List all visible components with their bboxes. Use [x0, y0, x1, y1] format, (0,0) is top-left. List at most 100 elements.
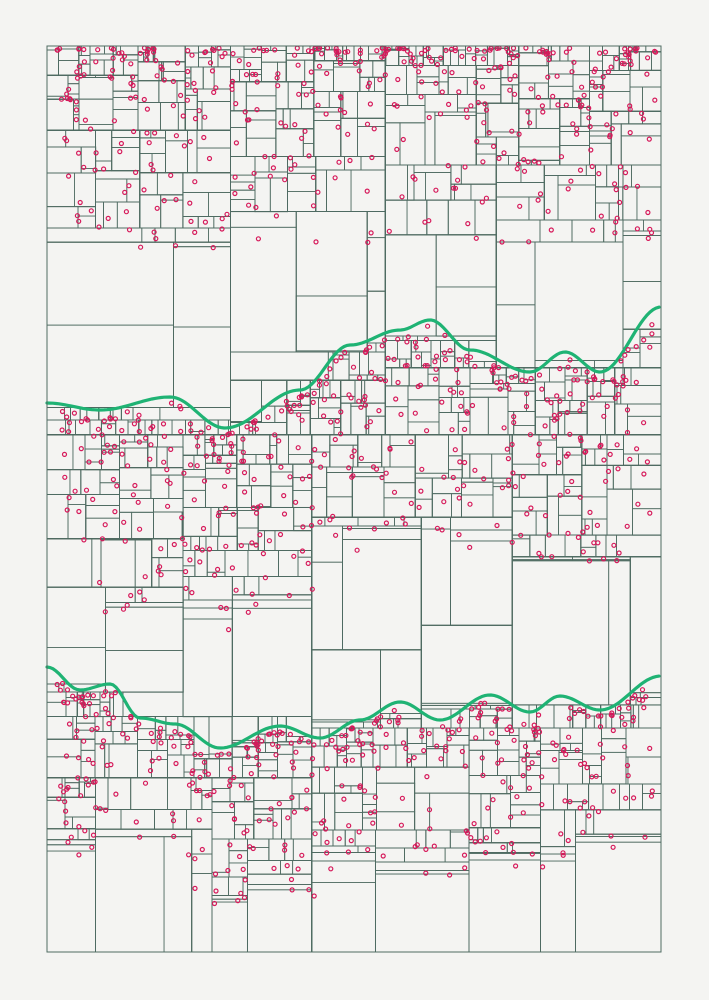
dot — [582, 799, 588, 805]
dot — [581, 92, 587, 98]
dot — [271, 774, 277, 780]
dot — [310, 88, 316, 95]
dot — [391, 489, 398, 495]
dot — [620, 383, 626, 389]
dot — [192, 751, 198, 758]
dot — [197, 774, 203, 780]
dot — [118, 140, 125, 147]
dot — [567, 798, 573, 805]
dot — [500, 844, 506, 851]
dot — [101, 449, 107, 455]
dot — [299, 394, 305, 400]
dot — [295, 445, 301, 451]
dot — [101, 693, 107, 699]
dot — [633, 45, 639, 52]
dot — [211, 788, 217, 795]
dot — [580, 529, 586, 535]
dot — [352, 60, 358, 66]
dot — [434, 525, 440, 531]
dot — [356, 375, 363, 381]
dot — [177, 403, 183, 409]
dot — [152, 130, 158, 136]
dot — [368, 369, 375, 375]
dot — [472, 467, 478, 473]
dot — [321, 818, 327, 824]
dot — [76, 218, 82, 224]
dot — [432, 376, 439, 382]
dot — [250, 505, 256, 511]
dot — [357, 47, 363, 53]
dot — [222, 483, 228, 489]
dot — [83, 487, 90, 493]
dot — [563, 751, 569, 758]
dot — [509, 840, 515, 847]
dot — [510, 849, 516, 855]
dot — [89, 727, 95, 733]
dot — [356, 68, 362, 74]
dot — [479, 755, 485, 761]
dot — [170, 818, 177, 824]
dot — [309, 505, 315, 511]
dot — [89, 844, 95, 850]
dot — [299, 852, 305, 858]
dot — [204, 793, 210, 799]
dot — [426, 807, 433, 813]
dot — [196, 817, 202, 823]
dot — [291, 402, 297, 408]
dot — [600, 556, 607, 562]
dot — [240, 449, 246, 455]
dot — [85, 756, 92, 763]
dot — [370, 464, 377, 470]
dot — [135, 499, 141, 505]
dot — [418, 94, 424, 100]
dot — [645, 235, 651, 241]
dot — [573, 131, 580, 137]
dot — [60, 699, 67, 705]
dot — [110, 476, 117, 483]
dot — [473, 735, 479, 741]
dot — [246, 202, 252, 208]
dot — [121, 439, 127, 445]
dot — [481, 476, 487, 482]
dot — [499, 239, 505, 245]
dot — [647, 510, 653, 516]
dot — [224, 211, 230, 217]
dot — [480, 159, 486, 165]
dot — [281, 493, 287, 499]
dot — [589, 805, 596, 811]
dot — [128, 95, 134, 101]
dot — [611, 542, 617, 548]
dot — [516, 131, 522, 137]
dot — [469, 706, 475, 712]
dot — [315, 102, 321, 108]
dot — [120, 606, 127, 612]
dot — [633, 379, 639, 385]
dot — [451, 389, 457, 395]
dot — [148, 161, 154, 168]
dot — [87, 126, 94, 132]
dot — [196, 108, 202, 114]
dot — [211, 47, 217, 54]
dot — [278, 120, 284, 126]
dot — [189, 770, 195, 777]
dot — [451, 185, 457, 191]
dot — [491, 363, 497, 369]
dot — [507, 87, 513, 93]
dot — [336, 748, 342, 754]
dot — [584, 524, 590, 530]
dot — [240, 866, 246, 873]
dot — [641, 704, 647, 711]
dot — [316, 63, 323, 69]
dot — [383, 731, 389, 738]
dot — [598, 213, 604, 219]
dot — [495, 760, 501, 766]
dot — [253, 542, 259, 548]
dot — [400, 515, 406, 521]
dot — [554, 393, 560, 399]
dot — [557, 492, 563, 498]
dot — [164, 478, 170, 484]
dot — [536, 160, 542, 166]
dot — [170, 103, 176, 109]
dot — [466, 46, 472, 52]
curves — [45, 305, 661, 750]
